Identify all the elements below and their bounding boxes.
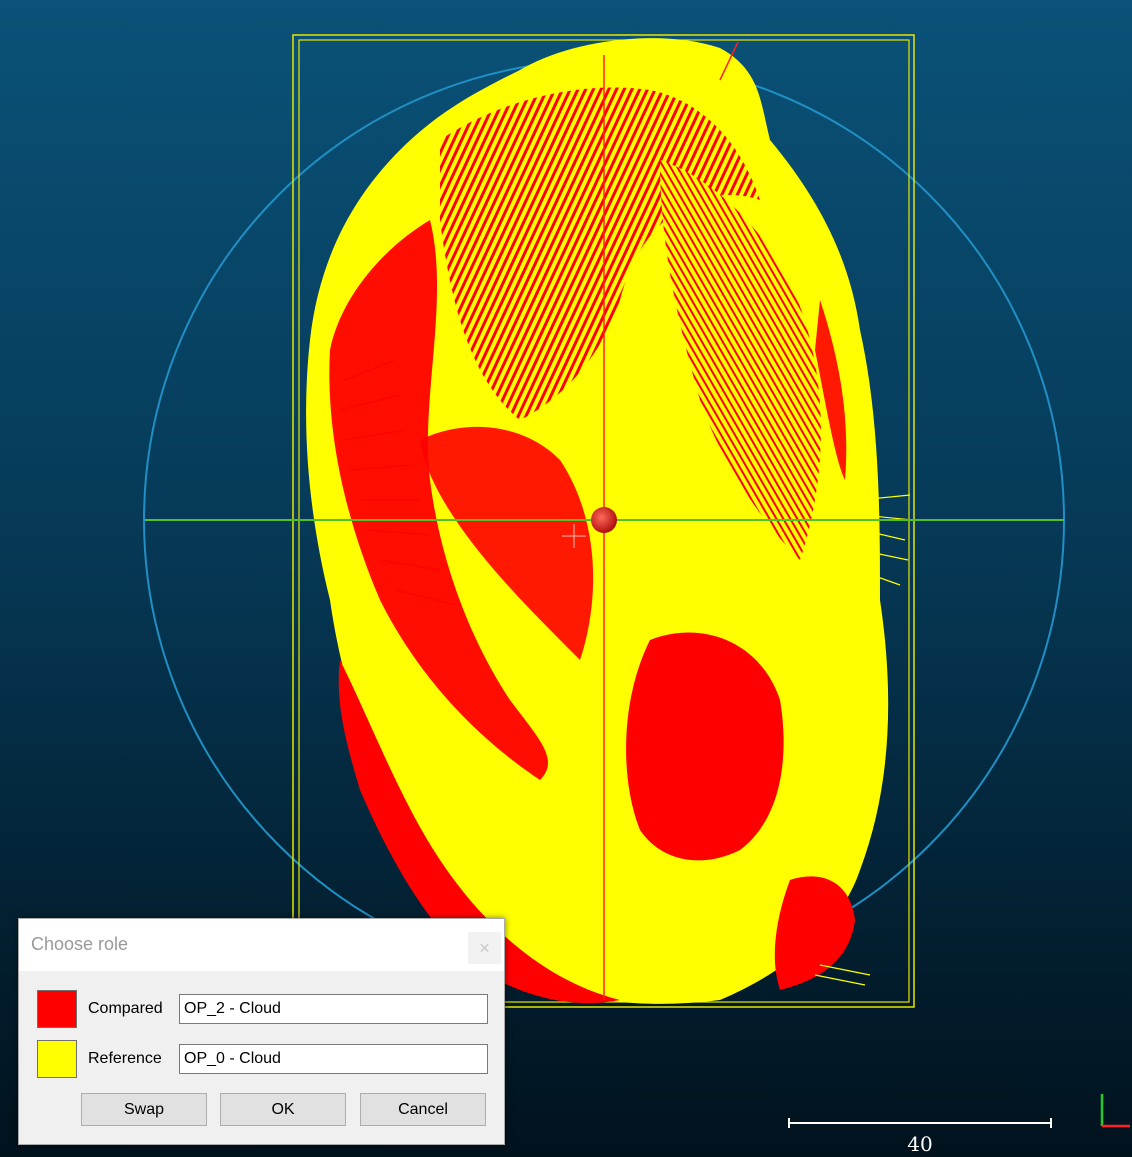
compared-cloud-left-band <box>329 220 549 780</box>
axis-diag-spike <box>719 41 739 81</box>
dialog-title: Choose role <box>31 934 129 954</box>
swap-button[interactable]: Swap <box>81 1093 207 1126</box>
compared-cloud-lower-blob <box>626 632 784 861</box>
axes-trihedron-icon <box>1100 1094 1130 1128</box>
reference-row: Reference <box>37 1040 492 1080</box>
scale-bar <box>788 1118 1052 1128</box>
cursor-crosshair <box>562 524 586 548</box>
cancel-button[interactable]: Cancel <box>360 1093 486 1126</box>
compared-cloud-bottom-right <box>774 876 855 990</box>
reference-label: Reference <box>88 1050 162 1067</box>
compared-label: Compared <box>88 1000 163 1017</box>
compared-row: Compared <box>37 990 492 1030</box>
edge-spikes <box>814 494 913 986</box>
choose-role-dialog: Choose role ✕ Compared Reference Swap OK… <box>18 918 505 1145</box>
compared-cloud-center-wedge <box>420 426 594 660</box>
reference-cloud-field[interactable] <box>179 1044 488 1074</box>
rotation-center-sphere <box>591 507 617 533</box>
dialog-titlebar[interactable]: Choose role ✕ <box>19 919 504 971</box>
ok-button[interactable]: OK <box>220 1093 346 1126</box>
reference-color-swatch <box>37 1040 77 1078</box>
compared-color-swatch <box>37 990 77 1028</box>
close-icon[interactable]: ✕ <box>468 932 501 964</box>
scan-streaks <box>339 359 456 606</box>
scale-bar-label: 40 <box>907 1132 933 1156</box>
compared-cloud-field[interactable] <box>179 994 488 1024</box>
compared-cloud-right-strip <box>815 300 847 480</box>
compared-cloud-right-band <box>660 160 821 560</box>
